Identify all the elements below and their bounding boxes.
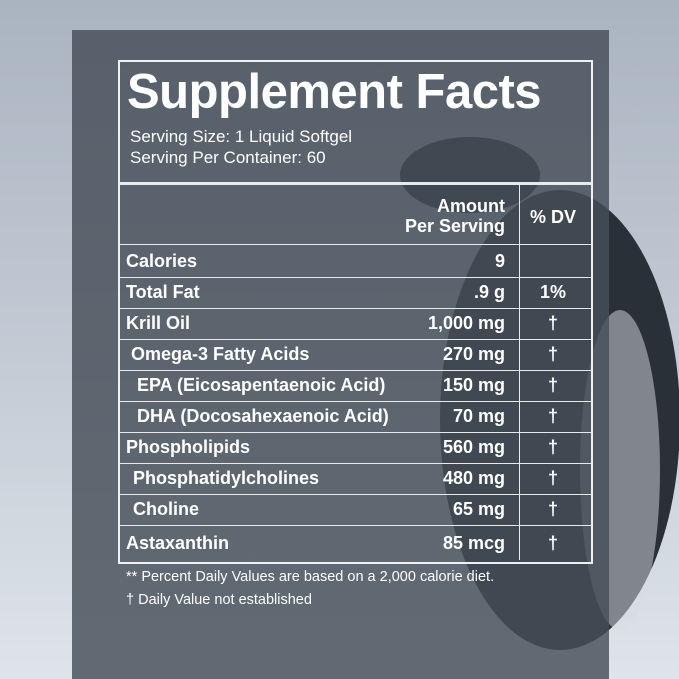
nutrient-name: Calories bbox=[126, 251, 198, 271]
amount-header: Amount bbox=[437, 196, 505, 216]
nutrient-name: Astaxanthin bbox=[126, 533, 230, 553]
nutrient-amount: 1,000 mg bbox=[427, 313, 505, 333]
nutrient-amount: 270 mg bbox=[442, 344, 505, 364]
rule bbox=[120, 494, 591, 495]
nutrient-dv: 1% bbox=[539, 282, 566, 302]
nutrient-amount: 65 mg bbox=[452, 499, 505, 519]
nutrient-amount: 70 mg bbox=[452, 406, 505, 426]
rule bbox=[120, 370, 591, 371]
rule bbox=[120, 525, 591, 526]
nutrient-dv: † bbox=[547, 499, 558, 519]
rule bbox=[120, 463, 591, 464]
nutrient-dv: † bbox=[547, 468, 558, 488]
nutrient-name: Choline bbox=[133, 499, 199, 519]
nutrient-amount: 480 mg bbox=[442, 468, 505, 488]
nutrient-amount: 85 mcg bbox=[442, 533, 505, 553]
nutrient-dv: † bbox=[547, 313, 558, 333]
nutrient-dv: † bbox=[547, 344, 558, 364]
title: Supplement Facts bbox=[127, 65, 542, 119]
rule bbox=[120, 244, 591, 245]
nutrient-dv: † bbox=[547, 406, 558, 426]
facts-border bbox=[118, 60, 593, 564]
serving-size: Serving Size: 1 Liquid Softgel bbox=[130, 127, 353, 146]
nutrient-dv: † bbox=[547, 437, 558, 457]
nutrient-dv: † bbox=[547, 375, 558, 395]
nutrient-amount: 560 mg bbox=[442, 437, 505, 457]
nutrient-name: Phosphatidylcholines bbox=[133, 468, 320, 488]
footnote: ** Percent Daily Values are based on a 2… bbox=[126, 569, 495, 585]
rule bbox=[120, 277, 591, 278]
nutrient-amount: 150 mg bbox=[442, 375, 505, 395]
nutrient-dv: † bbox=[547, 533, 558, 553]
nutrient-name: Total Fat bbox=[126, 282, 200, 302]
rule bbox=[120, 339, 591, 340]
nutrient-amount: 9 bbox=[494, 251, 505, 271]
nutrient-name: EPA (Eicosapentaenoic Acid) bbox=[137, 375, 386, 395]
rule bbox=[120, 401, 591, 402]
rule bbox=[120, 308, 591, 309]
nutrient-name: Krill Oil bbox=[126, 313, 191, 333]
nutrient-name: DHA (Docosahexaenoic Acid) bbox=[137, 406, 389, 426]
thick-rule bbox=[120, 182, 591, 185]
nutrient-name: Phospholipids bbox=[126, 437, 250, 457]
rule bbox=[120, 432, 591, 433]
footnote: † Daily Value not established bbox=[126, 592, 312, 608]
nutrient-amount: .9 g bbox=[473, 282, 505, 302]
nutrient-name: Omega-3 Fatty Acids bbox=[131, 344, 310, 364]
dv-header: % DV bbox=[529, 207, 576, 227]
amount-header: Per Serving bbox=[404, 216, 505, 236]
servings-per-container: Serving Per Container: 60 bbox=[130, 148, 326, 167]
column-rule bbox=[519, 185, 520, 560]
